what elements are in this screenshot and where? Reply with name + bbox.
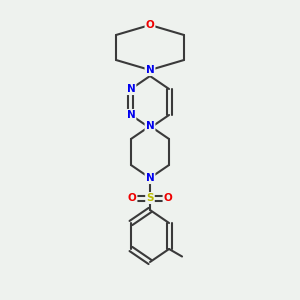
- Text: N: N: [146, 121, 154, 131]
- Text: O: O: [164, 193, 172, 203]
- Text: N: N: [127, 110, 135, 120]
- Text: O: O: [146, 20, 154, 30]
- Text: N: N: [127, 84, 135, 94]
- Text: N: N: [146, 65, 154, 75]
- Text: S: S: [146, 193, 154, 203]
- Text: O: O: [128, 193, 136, 203]
- Text: N: N: [146, 173, 154, 183]
